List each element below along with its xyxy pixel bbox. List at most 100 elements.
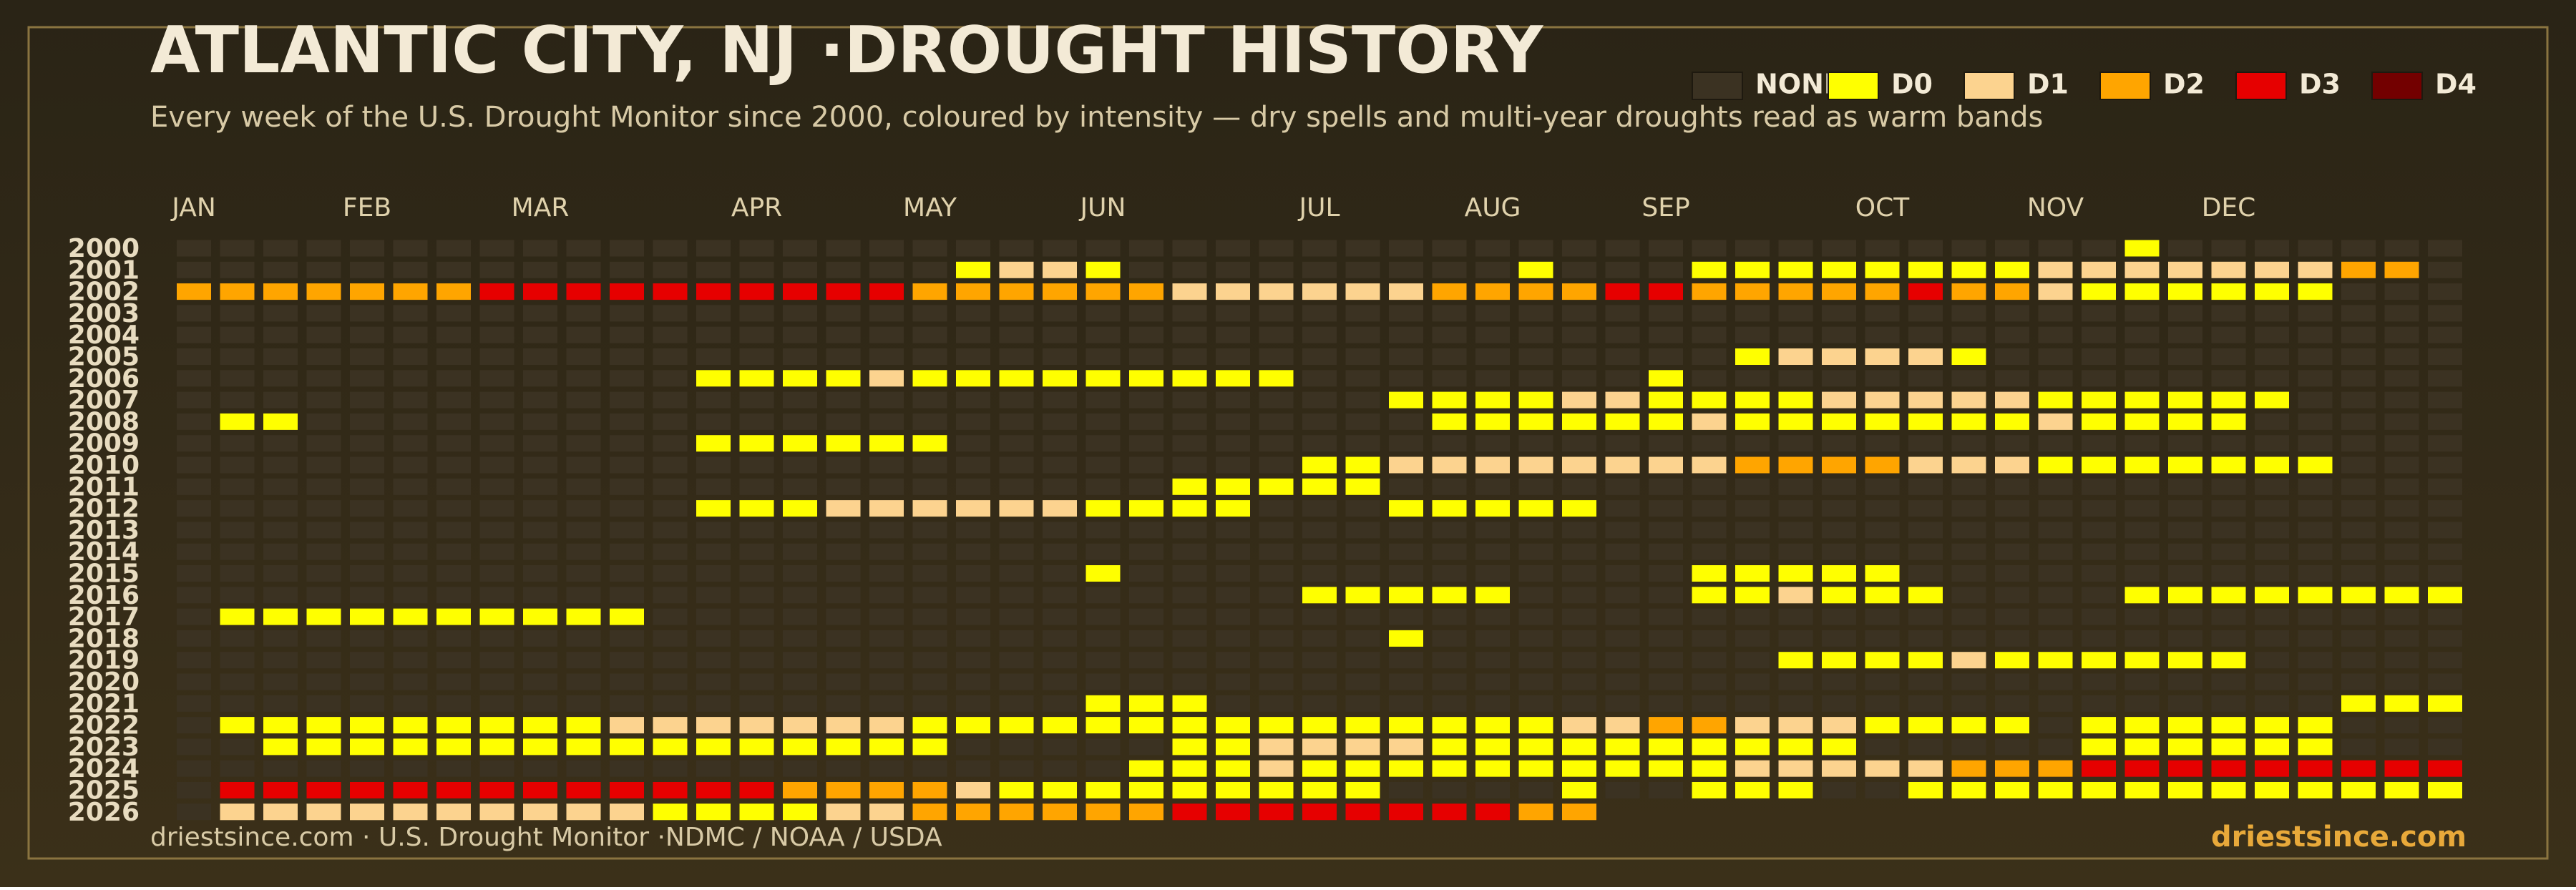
week-cell	[2082, 587, 2116, 604]
week-cell	[912, 803, 947, 821]
week-cell	[912, 478, 947, 495]
week-cell	[2124, 413, 2160, 430]
week-cell	[2341, 391, 2376, 409]
week-cell	[177, 305, 211, 322]
week-cell	[393, 370, 428, 387]
week-cell	[1216, 283, 1250, 300]
week-cell	[1518, 391, 1553, 409]
week-cell	[1649, 652, 1683, 669]
week-cell	[783, 587, 817, 604]
week-cell	[220, 630, 255, 647]
week-cell	[1951, 326, 1986, 343]
week-cell	[1995, 652, 2029, 669]
x-tick-label: FEB	[343, 193, 391, 222]
week-cell	[1995, 695, 2029, 712]
week-cell	[1172, 587, 1207, 604]
week-cell	[393, 782, 428, 798]
week-cell	[1865, 673, 1900, 690]
week-cell	[1389, 565, 1423, 582]
week-cell	[1995, 587, 2029, 604]
week-cell	[1518, 456, 1553, 474]
week-cell	[2384, 673, 2419, 690]
week-cell	[2341, 240, 2376, 257]
week-cell	[1865, 283, 1900, 300]
week-cell	[523, 738, 557, 755]
week-cell	[2211, 500, 2246, 517]
week-cell	[2384, 413, 2419, 430]
week-cell	[1562, 478, 1596, 495]
week-cell	[220, 326, 255, 343]
week-cell	[2255, 348, 2289, 365]
week-cell	[566, 695, 601, 712]
week-cell	[1432, 673, 1467, 690]
week-cell	[2255, 738, 2289, 755]
week-cell	[783, 803, 817, 821]
week-cell	[696, 240, 731, 257]
week-cell	[2255, 261, 2289, 278]
week-cell	[2341, 500, 2376, 517]
week-cell	[1778, 760, 1813, 777]
week-cell	[956, 456, 990, 474]
week-cell	[783, 500, 817, 517]
week-cell	[1345, 652, 1380, 669]
week-cell	[1389, 760, 1423, 777]
week-cell	[2298, 608, 2333, 625]
week-cell	[177, 240, 211, 257]
week-cell	[2384, 717, 2419, 734]
week-cell	[2038, 456, 2073, 474]
week-cell	[1216, 673, 1250, 690]
week-cell	[2211, 391, 2246, 409]
week-cell	[1259, 391, 1294, 409]
week-cell	[1345, 391, 1380, 409]
week-cell	[956, 695, 990, 712]
week-cell	[566, 522, 601, 539]
week-cell	[2341, 326, 2376, 343]
week-cell	[739, 738, 774, 755]
week-cell	[869, 630, 904, 647]
week-cell	[1562, 435, 1596, 452]
week-cell	[1735, 500, 1770, 517]
week-cell	[696, 478, 731, 495]
week-cell	[869, 543, 904, 560]
week-cell	[177, 478, 211, 495]
week-cell	[350, 305, 384, 322]
week-cell	[1735, 782, 1770, 798]
week-cell	[783, 673, 817, 690]
week-cell	[220, 782, 255, 798]
week-cell	[1908, 305, 1943, 322]
week-cell	[1995, 522, 2029, 539]
week-cell	[393, 391, 428, 409]
week-cell	[2082, 261, 2116, 278]
week-cell	[1822, 673, 1856, 690]
week-cell	[999, 305, 1034, 322]
week-cell	[2298, 326, 2333, 343]
week-cell	[1085, 326, 1121, 343]
week-cell	[177, 608, 211, 625]
week-cell	[436, 717, 471, 734]
week-cell	[1649, 348, 1683, 365]
week-cell	[1259, 348, 1294, 365]
week-cell	[177, 370, 211, 387]
week-cell	[566, 587, 601, 604]
week-cell	[436, 587, 471, 604]
week-cell	[1822, 261, 1856, 278]
week-cell	[2384, 543, 2419, 560]
week-cell	[1345, 803, 1380, 821]
week-cell	[1951, 478, 1986, 495]
week-cell	[263, 803, 298, 821]
week-cell	[523, 587, 557, 604]
week-cell	[2038, 587, 2073, 604]
week-cell	[350, 391, 384, 409]
week-cell	[1216, 782, 1250, 798]
week-cell	[869, 760, 904, 777]
week-cell	[2298, 391, 2333, 409]
week-cell	[1475, 348, 1510, 365]
week-cell	[1345, 782, 1380, 798]
week-cell	[1043, 522, 1077, 539]
week-cell	[1432, 240, 1467, 257]
week-cell	[220, 500, 255, 517]
week-cell	[1995, 478, 2029, 495]
week-cell	[696, 370, 731, 387]
week-cell	[1649, 435, 1683, 452]
week-cell	[1518, 608, 1553, 625]
